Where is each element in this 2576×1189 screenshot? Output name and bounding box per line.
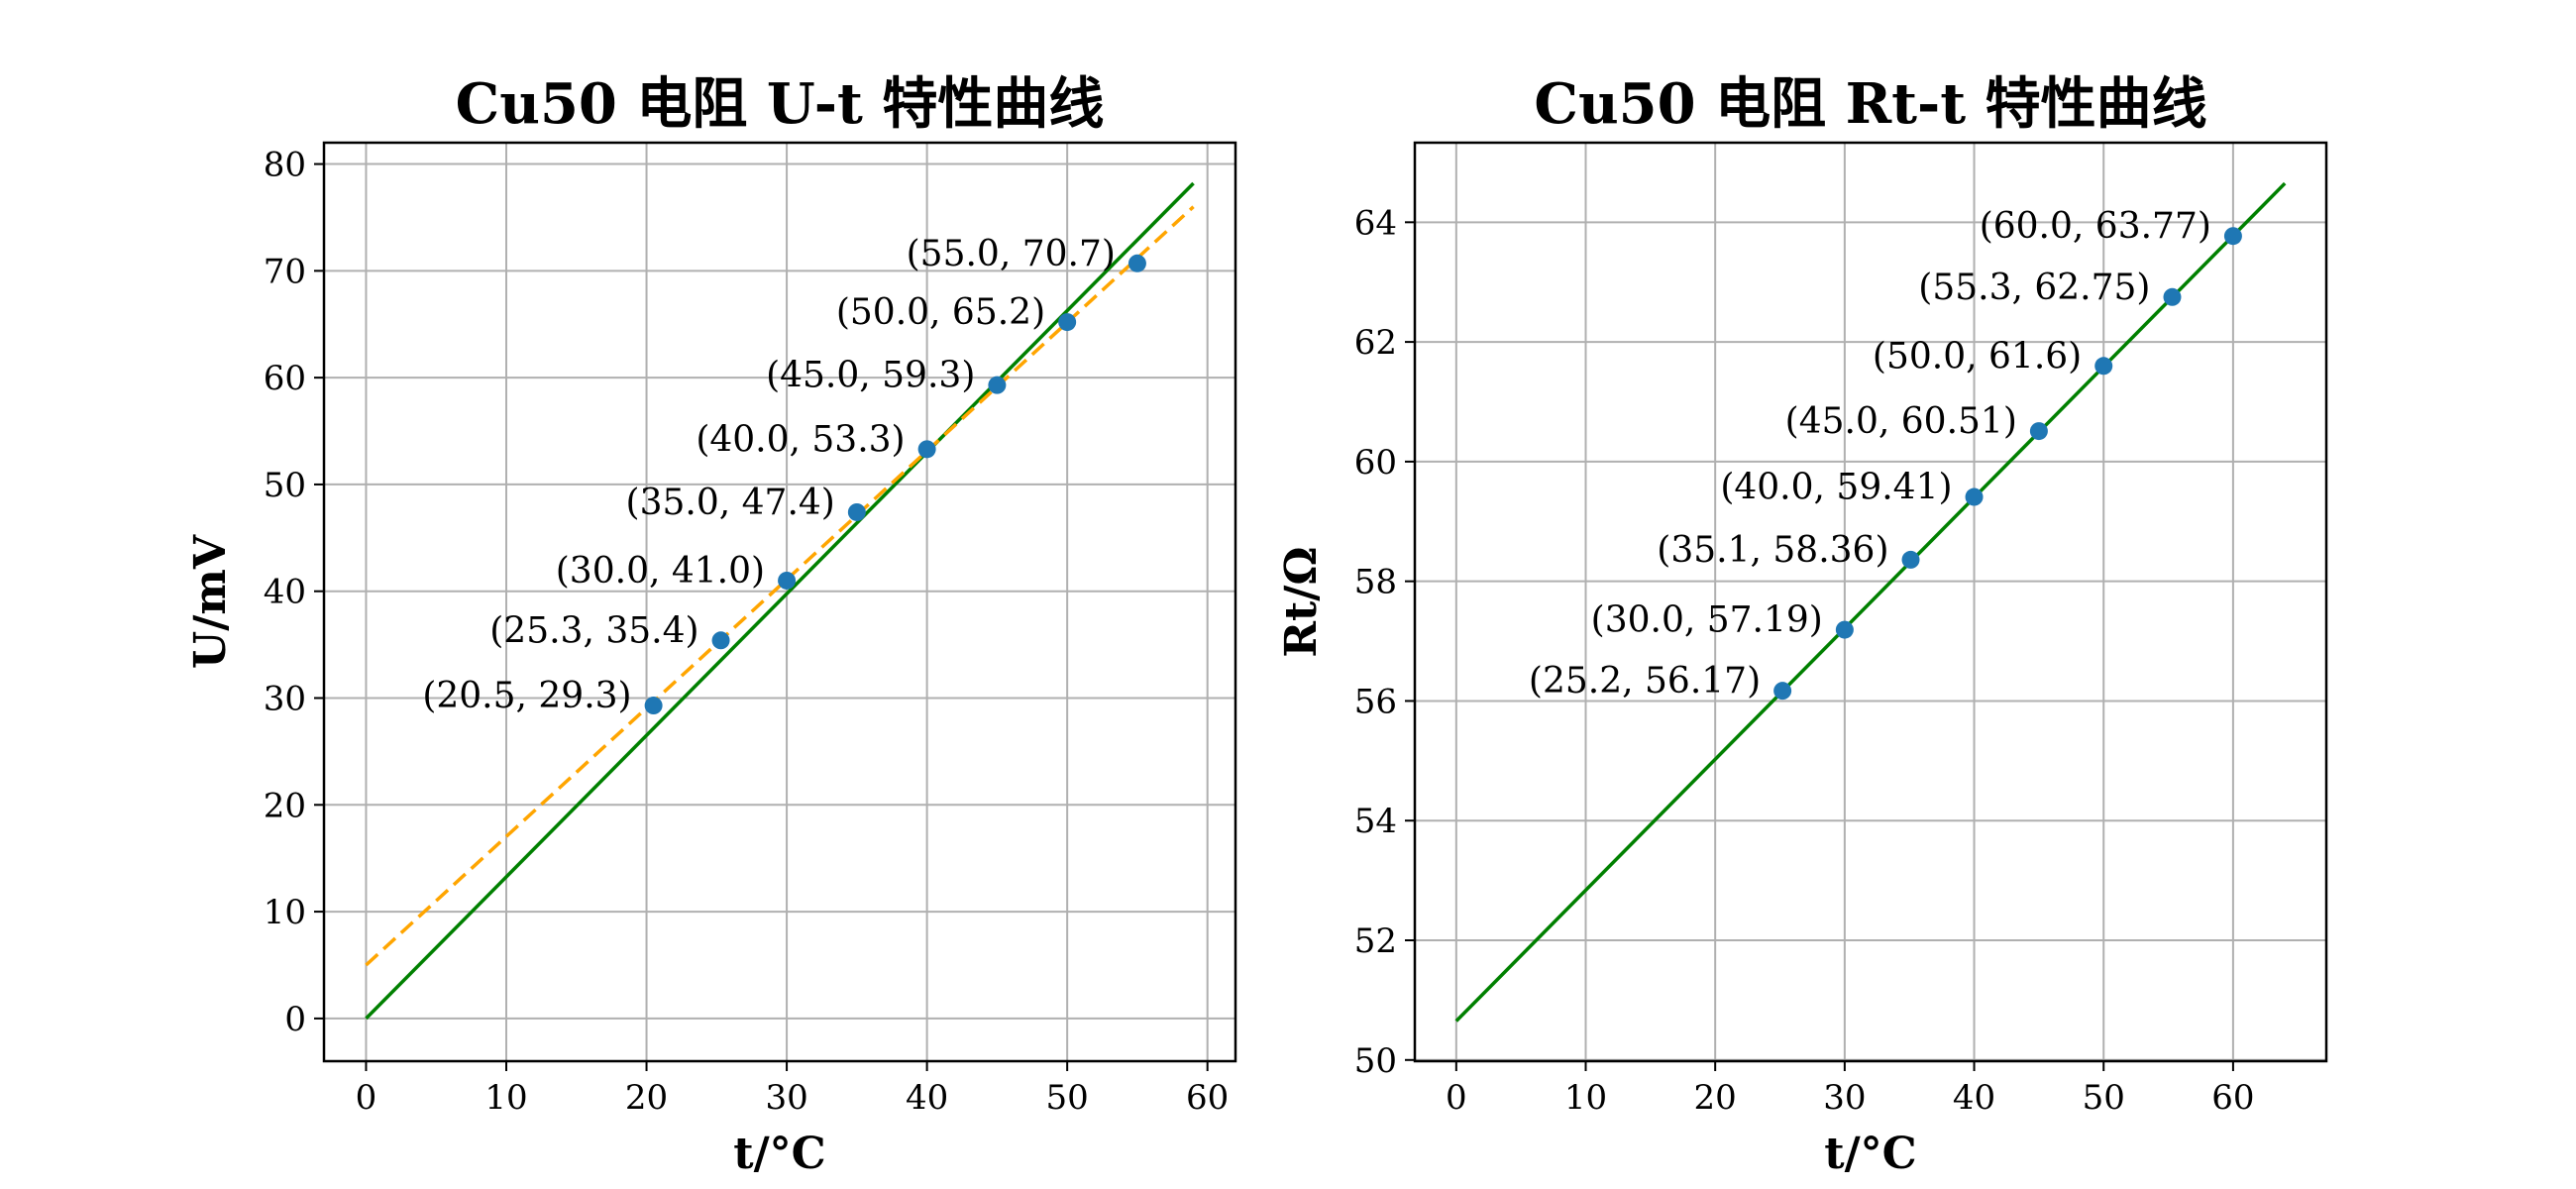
x-tick-label: 60 bbox=[2211, 1078, 2254, 1118]
x-tick-label: 30 bbox=[1823, 1078, 1866, 1118]
x-tick-label: 0 bbox=[356, 1078, 377, 1118]
x-axis-label: t/°C bbox=[733, 1129, 825, 1179]
y-tick-label: 60 bbox=[264, 359, 306, 398]
y-tick-label: 80 bbox=[264, 146, 306, 185]
x-axis-label: t/°C bbox=[1824, 1129, 1916, 1179]
data-label: (35.0, 47.4) bbox=[626, 483, 835, 523]
y-tick-label: 20 bbox=[264, 786, 306, 825]
data-point bbox=[988, 376, 1007, 394]
data-point bbox=[917, 440, 936, 459]
data-point bbox=[1965, 487, 1984, 506]
data-label: (45.0, 59.3) bbox=[766, 356, 975, 396]
solid-fit-line bbox=[1454, 181, 2287, 1023]
data-point bbox=[1901, 550, 1920, 569]
y-tick-label: 40 bbox=[264, 573, 306, 612]
y-tick-label: 54 bbox=[1354, 802, 1397, 841]
y-tick-label: 70 bbox=[264, 252, 306, 291]
data-point bbox=[644, 697, 663, 715]
data-point bbox=[1835, 620, 1854, 639]
x-tick-label: 0 bbox=[1446, 1078, 1467, 1118]
data-point bbox=[1058, 313, 1077, 332]
data-label: (35.1, 58.36) bbox=[1657, 530, 1888, 571]
y-tick-label: 58 bbox=[1354, 563, 1397, 602]
x-tick-label: 10 bbox=[1564, 1078, 1607, 1118]
chart-title: Cu50 电阻 Rt-t 特性曲线 bbox=[1534, 71, 2206, 137]
x-tick-label: 50 bbox=[1046, 1078, 1089, 1118]
data-point bbox=[1127, 254, 1146, 272]
y-tick-label: 0 bbox=[284, 1000, 306, 1039]
data-label: (20.5, 29.3) bbox=[422, 676, 631, 716]
chart-title: Cu50 电阻 U-t 特性曲线 bbox=[456, 71, 1105, 137]
data-label: (50.0, 65.2) bbox=[836, 292, 1045, 333]
x-tick-label: 40 bbox=[906, 1078, 948, 1118]
plot-frame bbox=[322, 141, 1237, 1063]
y-axis-label: U/mV bbox=[185, 534, 236, 669]
y-tick-label: 52 bbox=[1354, 921, 1397, 961]
y-tick-label: 10 bbox=[264, 893, 306, 932]
x-tick-label: 50 bbox=[2083, 1078, 2125, 1118]
x-tick-label: 20 bbox=[1694, 1078, 1737, 1118]
x-tick-label: 30 bbox=[765, 1078, 807, 1118]
x-tick-label: 40 bbox=[1953, 1078, 1995, 1118]
data-point bbox=[2094, 357, 2113, 376]
data-label: (50.0, 61.6) bbox=[1873, 336, 2082, 377]
data-label: (55.0, 70.7) bbox=[907, 234, 1116, 274]
x-tick-label: 60 bbox=[1186, 1078, 1229, 1118]
data-label: (25.2, 56.17) bbox=[1529, 661, 1761, 702]
data-label: (25.3, 35.4) bbox=[489, 610, 698, 651]
data-label: (60.0, 63.77) bbox=[1980, 206, 2211, 247]
y-tick-label: 50 bbox=[1354, 1041, 1397, 1081]
data-point bbox=[778, 571, 797, 590]
data-label: (55.3, 62.75) bbox=[1918, 268, 2150, 308]
y-tick-label: 50 bbox=[264, 466, 306, 505]
data-point bbox=[711, 631, 730, 650]
solid-fit-line bbox=[365, 181, 1195, 1021]
y-axis-label: Rt/Ω bbox=[1276, 546, 1327, 657]
data-label: (30.0, 41.0) bbox=[556, 551, 765, 592]
plot-frame bbox=[1413, 141, 2328, 1063]
data-label: (45.0, 60.51) bbox=[1785, 401, 2017, 442]
y-tick-label: 56 bbox=[1354, 682, 1397, 721]
data-point bbox=[847, 502, 866, 521]
x-tick-label: 20 bbox=[625, 1078, 668, 1118]
data-point bbox=[2223, 227, 2242, 246]
data-label: (40.0, 53.3) bbox=[696, 419, 905, 460]
data-label: (30.0, 57.19) bbox=[1591, 600, 1823, 641]
y-tick-label: 62 bbox=[1354, 323, 1397, 363]
y-tick-label: 64 bbox=[1354, 203, 1397, 243]
x-tick-label: 10 bbox=[484, 1078, 527, 1118]
data-point bbox=[2163, 287, 2182, 306]
y-tick-label: 30 bbox=[264, 680, 306, 719]
data-point bbox=[1773, 682, 1792, 701]
y-tick-label: 60 bbox=[1354, 443, 1397, 483]
chart-ut: (20.5, 29.3) (25.3, 35.4) (30.0, 41.0) (35.… bbox=[185, 71, 1237, 1179]
data-label: (40.0, 59.41) bbox=[1720, 468, 1952, 508]
data-point bbox=[2029, 422, 2048, 441]
chart-rt: (25.2, 56.17) (30.0, 57.19) (35.1, 58.36) (… bbox=[1276, 71, 2328, 1179]
